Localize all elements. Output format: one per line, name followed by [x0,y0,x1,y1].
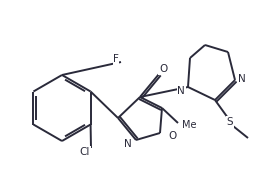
Text: N: N [238,74,246,84]
Text: F: F [113,54,119,64]
Text: N: N [177,86,185,96]
Text: O: O [159,64,167,74]
Text: Cl: Cl [80,147,90,157]
Text: N: N [124,139,132,149]
Text: S: S [227,117,233,127]
Text: O: O [168,131,176,141]
Text: Me: Me [182,120,197,130]
